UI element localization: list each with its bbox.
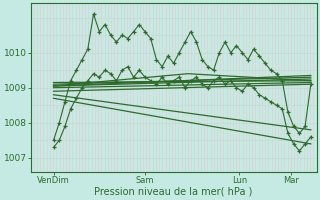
X-axis label: Pression niveau de la mer( hPa ): Pression niveau de la mer( hPa ) bbox=[94, 187, 253, 197]
